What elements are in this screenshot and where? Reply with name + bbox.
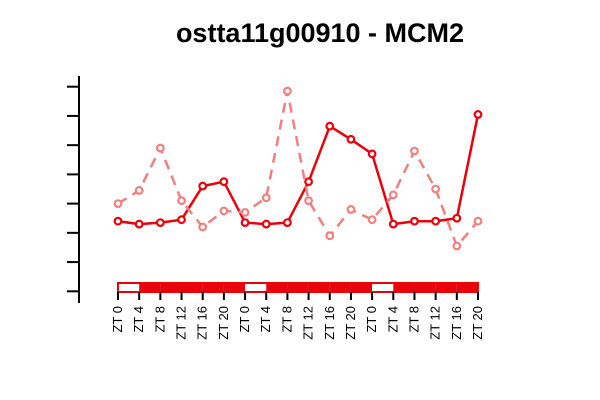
data-point: [454, 215, 461, 222]
x-tick-label: ZT 12: [174, 306, 189, 340]
dark-period: [330, 283, 351, 292]
data-point: [221, 178, 228, 185]
data-point: [136, 221, 143, 228]
data-point: [305, 178, 312, 185]
data-point: [178, 197, 185, 204]
data-point: [305, 197, 312, 204]
data-point: [369, 216, 376, 223]
dark-period: [457, 283, 478, 292]
dark-period: [351, 283, 372, 292]
data-point: [475, 111, 482, 118]
x-tick-label: ZT 0: [237, 306, 252, 333]
light-period: [245, 283, 266, 292]
data-point: [432, 218, 439, 225]
x-tick-label: ZT 0: [110, 306, 125, 333]
x-tick-label: ZT 16: [322, 306, 337, 340]
dark-period: [266, 283, 287, 292]
series-line-2: [118, 91, 478, 246]
light-dark-bar: [118, 283, 478, 300]
dark-period: [203, 283, 224, 292]
x-tick-label: ZT 20: [343, 306, 358, 340]
data-point: [390, 221, 397, 228]
data-point: [454, 243, 461, 250]
data-point: [411, 218, 418, 225]
x-tick-label: ZT 20: [470, 306, 485, 340]
x-tick-label: ZT 0: [364, 306, 379, 333]
y-axis: [67, 76, 79, 303]
x-tick-label: ZT 8: [279, 306, 294, 333]
x-tick-label: ZT 12: [428, 306, 443, 340]
data-point: [199, 183, 206, 190]
dark-period: [139, 283, 160, 292]
data-point: [157, 219, 164, 226]
light-period: [372, 283, 393, 292]
dark-period: [287, 283, 308, 292]
data-point: [178, 216, 185, 223]
data-point: [326, 232, 333, 239]
data-point: [369, 151, 376, 158]
data-point: [348, 136, 355, 143]
data-point: [263, 221, 270, 228]
data-point: [157, 145, 164, 152]
data-point: [348, 206, 355, 213]
dark-period: [160, 283, 181, 292]
data-point: [242, 209, 249, 216]
data-point: [242, 219, 249, 226]
dark-period: [393, 283, 414, 292]
light-period: [118, 283, 139, 292]
x-tick-label: ZT 4: [258, 306, 273, 333]
x-tick-label: ZT 4: [385, 306, 400, 333]
x-tick-labels: ZT 0 ZT 4 ZT 8 ZT 12 ZT 16 ZT 20 ZT 0 ZT 4 ZT 8 Z…: [110, 306, 485, 340]
x-tick-label: ZT 4: [131, 306, 146, 333]
data-point: [136, 187, 143, 194]
data-point: [284, 219, 291, 226]
dark-period: [182, 283, 203, 292]
data-point: [115, 218, 122, 225]
dark-period: [224, 283, 245, 292]
x-tick-label: ZT 16: [449, 306, 464, 340]
data-point: [326, 123, 333, 130]
data-point: [284, 88, 291, 95]
data-point: [432, 186, 439, 193]
x-tick-label: ZT 20: [216, 306, 231, 340]
x-tick-label: ZT 16: [195, 306, 210, 340]
x-tick-label: ZT 8: [152, 306, 167, 333]
data-point: [115, 200, 122, 207]
dark-period: [309, 283, 330, 292]
data-point: [199, 224, 206, 231]
x-tick-label: ZT 8: [406, 306, 421, 333]
dark-period: [436, 283, 457, 292]
series-line-1: [118, 115, 478, 225]
data-point: [221, 208, 228, 215]
data-point: [411, 148, 418, 155]
data-point: [475, 218, 482, 225]
data-point: [390, 192, 397, 199]
data-point: [263, 194, 270, 201]
x-tick-label: ZT 12: [301, 306, 316, 340]
dark-period: [414, 283, 435, 292]
plot-area: [115, 88, 482, 250]
